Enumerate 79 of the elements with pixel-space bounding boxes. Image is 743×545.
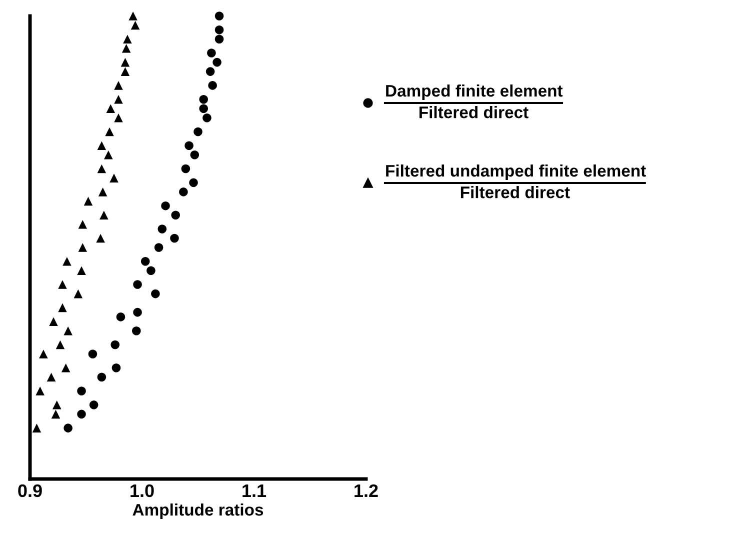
point	[212, 58, 222, 67]
point	[206, 67, 215, 76]
point	[56, 340, 65, 350]
point	[133, 280, 142, 289]
point	[110, 174, 118, 182]
point	[170, 234, 179, 243]
point	[207, 48, 216, 58]
point	[61, 363, 70, 372]
point	[123, 34, 132, 44]
point	[51, 410, 60, 419]
x-tick-label: 0.9	[18, 484, 42, 498]
point	[110, 340, 120, 350]
point	[112, 363, 121, 372]
point	[128, 12, 138, 20]
point	[132, 326, 141, 336]
point	[208, 81, 217, 90]
point	[146, 266, 156, 276]
point	[140, 257, 150, 266]
point	[84, 196, 93, 206]
point	[97, 372, 106, 382]
point	[105, 127, 114, 136]
point	[130, 20, 140, 30]
point	[77, 410, 86, 419]
point	[133, 308, 142, 317]
point	[214, 26, 224, 34]
point	[122, 44, 131, 53]
point	[181, 164, 190, 174]
point	[104, 150, 113, 160]
point	[32, 424, 42, 432]
point	[189, 178, 198, 188]
point	[116, 312, 126, 322]
point	[36, 386, 44, 396]
point	[49, 317, 58, 326]
point	[39, 350, 48, 358]
point	[179, 188, 188, 196]
point	[158, 224, 167, 234]
point	[161, 201, 170, 210]
point	[151, 289, 160, 298]
point	[202, 113, 212, 122]
point	[120, 67, 130, 76]
point	[78, 243, 88, 252]
point	[154, 243, 164, 252]
point	[77, 266, 86, 276]
point	[100, 210, 108, 220]
point	[46, 372, 56, 382]
point	[58, 303, 67, 312]
legend-label: Damped finite element Filtered direct	[386, 84, 563, 118]
point	[214, 12, 224, 20]
point	[171, 210, 180, 220]
point	[89, 400, 98, 410]
point	[58, 280, 67, 289]
legend-label: Filtered undamped finite element Filtered direct	[386, 164, 646, 198]
point	[120, 58, 130, 67]
point	[199, 104, 208, 113]
point	[190, 150, 200, 160]
point	[114, 81, 123, 90]
point	[97, 164, 106, 174]
point	[78, 220, 88, 229]
point	[199, 94, 208, 104]
point	[184, 141, 194, 150]
point	[64, 326, 72, 336]
point	[114, 94, 123, 104]
point	[214, 34, 224, 44]
point	[106, 104, 116, 113]
x-axis-title: Amplitude ratios	[132, 503, 264, 520]
x-tick-label: 1.0	[130, 484, 154, 498]
point	[98, 188, 108, 196]
point	[96, 234, 105, 243]
point	[114, 113, 123, 122]
x-tick-label: 1.2	[354, 484, 378, 497]
point	[194, 127, 202, 136]
point	[97, 141, 106, 150]
point	[74, 289, 83, 298]
point	[64, 424, 72, 432]
point	[77, 386, 86, 396]
point	[62, 257, 72, 266]
point	[88, 350, 98, 358]
point	[52, 400, 62, 410]
x-tick-label: 1.1	[242, 484, 266, 497]
